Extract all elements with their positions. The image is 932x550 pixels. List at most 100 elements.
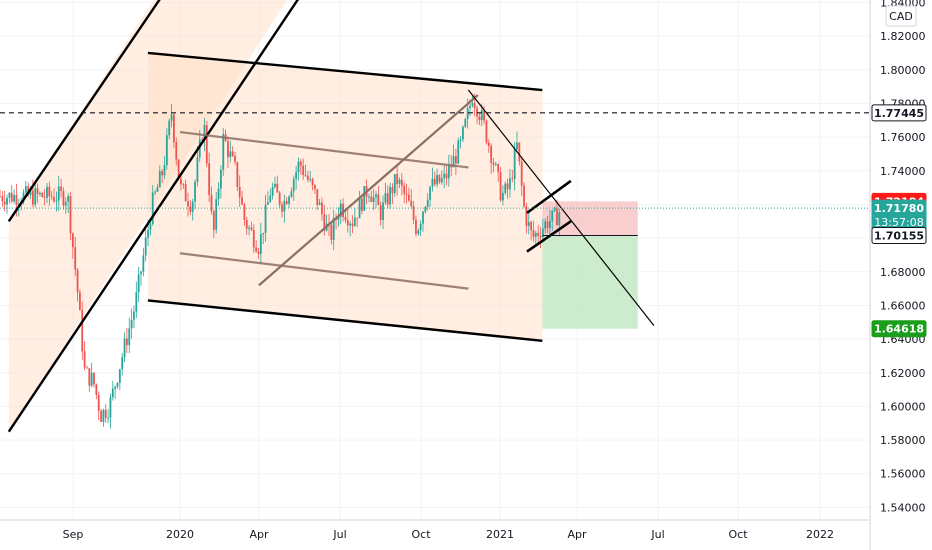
- candle-body: [90, 372, 93, 386]
- candle-body: [220, 169, 222, 189]
- candle-body: [238, 186, 241, 198]
- candle-body: [530, 222, 532, 231]
- candle-body: [292, 179, 295, 192]
- candle-body: [443, 173, 446, 178]
- candle-body: [184, 184, 187, 202]
- candle-body: [13, 194, 15, 202]
- candle-body: [57, 186, 60, 201]
- candle-body: [0, 196, 1, 197]
- candle-body: [462, 126, 464, 140]
- candle-body: [332, 218, 335, 240]
- candle-body: [483, 110, 485, 121]
- candle-body: [229, 151, 232, 158]
- candle-body: [41, 192, 44, 198]
- candle-body: [349, 223, 352, 226]
- candle-body: [264, 204, 267, 233]
- candle-body: [109, 397, 112, 418]
- price-badge-label: 1.77445: [874, 107, 924, 120]
- candle-body: [149, 224, 152, 230]
- candle-body: [358, 198, 361, 219]
- candle-body: [262, 232, 265, 235]
- candle-body: [389, 186, 391, 205]
- candle-body: [539, 235, 542, 238]
- candle-body: [553, 208, 556, 211]
- candle-body: [147, 229, 149, 238]
- candle-body: [86, 367, 88, 369]
- candle-body: [419, 223, 422, 231]
- candle-body: [541, 228, 544, 238]
- candle-body: [71, 233, 74, 248]
- candle-body: [485, 120, 488, 143]
- price-badge-level-dashed: [871, 104, 927, 122]
- candle-body: [8, 192, 11, 198]
- candle-body: [283, 201, 286, 212]
- candle-body: [17, 203, 20, 206]
- candle-body: [440, 177, 443, 183]
- x-tick-label: Sep: [63, 528, 84, 541]
- rising-diagonal: [258, 94, 479, 287]
- x-tick-label: Apr: [567, 528, 587, 541]
- candle-body: [523, 185, 525, 207]
- candle-body: [163, 165, 166, 176]
- candle-body: [151, 192, 154, 225]
- candle-body: [182, 184, 185, 185]
- candle-body: [494, 164, 497, 165]
- candle-body: [415, 219, 417, 234]
- price-badge-countdown: 13:57:08: [874, 216, 923, 229]
- candle-body: [53, 197, 55, 202]
- candle-body: [208, 163, 211, 195]
- candle-body: [173, 114, 175, 143]
- candle-body: [114, 386, 117, 389]
- candle-body: [304, 174, 307, 176]
- candle-body: [532, 230, 535, 237]
- candle-body: [104, 409, 107, 418]
- candle-body: [205, 125, 208, 164]
- candle-body: [469, 105, 471, 109]
- candle-body: [551, 210, 554, 221]
- candle-body: [504, 183, 507, 193]
- candle-body: [196, 157, 199, 182]
- x-tick-label: Jul: [332, 528, 346, 541]
- candle-body: [290, 191, 293, 197]
- candle-body: [506, 183, 509, 190]
- candle-body: [154, 191, 156, 193]
- candle-body: [346, 220, 349, 226]
- y-tick-label: 1.76000: [880, 131, 926, 144]
- candle-body: [549, 220, 551, 229]
- price-badge-label: 1.64618: [874, 323, 924, 336]
- outer-rising-channel-upper-line: [7, 0, 161, 222]
- candle-body: [43, 197, 46, 198]
- trendlines[interactable]: [0, 0, 870, 433]
- candle-body: [398, 179, 401, 184]
- candle-body: [445, 173, 448, 179]
- candle-body: [438, 174, 441, 183]
- candle-body: [492, 162, 495, 165]
- candle-body: [194, 181, 196, 202]
- candle-body: [309, 178, 312, 180]
- candle-body: [497, 164, 500, 173]
- candle-body: [62, 191, 65, 206]
- candle-body: [426, 200, 429, 207]
- candle-body: [316, 189, 319, 205]
- candle-body: [424, 206, 427, 212]
- y-tick-label: 1.74000: [880, 165, 926, 178]
- candle-body: [29, 190, 32, 196]
- candle-body: [24, 186, 27, 193]
- candle-body: [480, 110, 483, 121]
- candle-body: [502, 192, 504, 201]
- candle-body: [191, 201, 194, 212]
- y-tick-label: 1.54000: [880, 501, 926, 514]
- candle-body: [203, 125, 206, 141]
- candle-body: [15, 194, 18, 206]
- candle-body: [299, 161, 302, 166]
- candle-body: [410, 200, 413, 207]
- candle-body: [527, 222, 530, 226]
- wedge-upper: [526, 179, 572, 214]
- candle-body: [330, 225, 333, 240]
- candle-body: [180, 178, 182, 185]
- candle-body: [95, 384, 98, 395]
- candle-body: [337, 216, 340, 220]
- candle-body: [534, 232, 537, 237]
